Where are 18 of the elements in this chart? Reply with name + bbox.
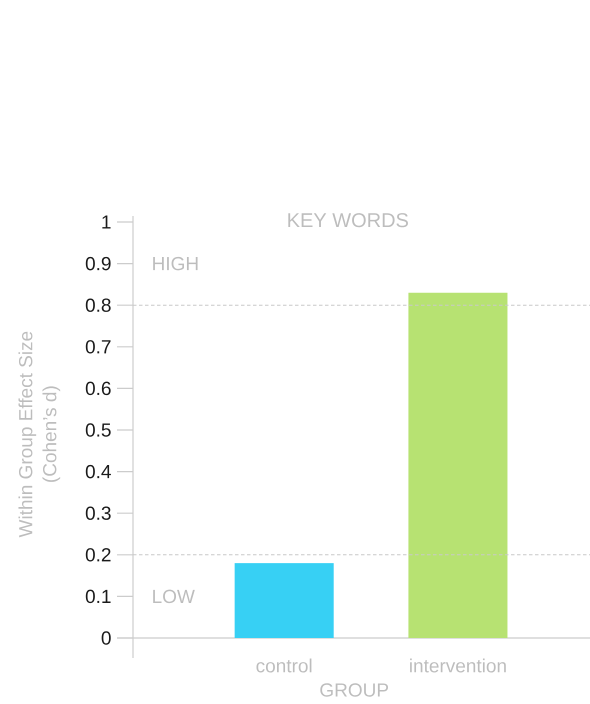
chart-title: KEY WORDS [288,213,408,228]
annotation: LOW [153,590,195,604]
y-tick-label: 0.2 [86,548,111,562]
y-tick-label: 0.5 [86,423,111,437]
y-tick-label: 0.7 [86,340,111,354]
annotation: HIGH [153,256,198,270]
x-axis-title: GROUP [320,683,388,697]
x-tick-label: intervention [410,658,506,672]
y-tick-label: 0.4 [86,464,111,478]
y-axis-title: Within Group Effect Size (Cohen’s d) [18,332,60,538]
y-tick-label: 0.1 [86,590,111,604]
y-tick-label: 0 [102,631,111,645]
y-tick-label: 1 [102,215,111,229]
y-tick-label: 0.8 [86,298,111,312]
y-tick-label: 0.6 [86,382,111,396]
x-tick-label: control [256,658,312,672]
y-tick-label: 0.3 [86,506,111,520]
y-tick-label: 0.9 [86,256,111,270]
